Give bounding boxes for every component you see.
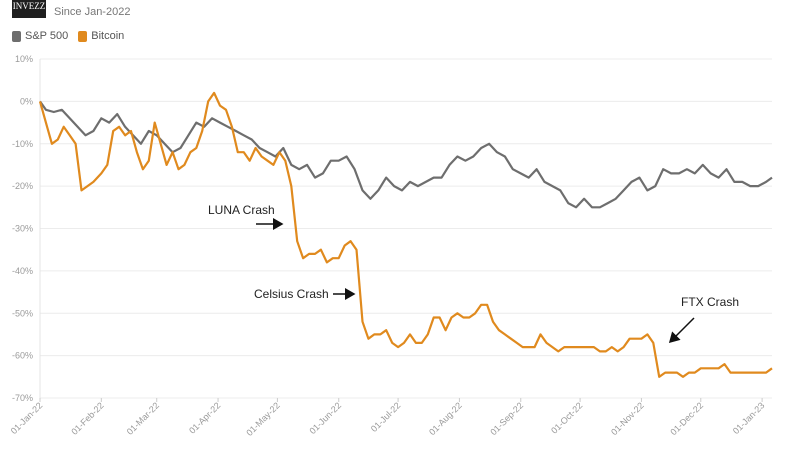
x-tick-label: 01-Dec-22 [668,400,705,437]
x-tick-label: 01-Jan-22 [9,400,45,436]
y-tick-label: -20% [12,181,33,191]
x-tick-label: 01-Apr-22 [187,400,222,435]
legend-swatch-bitcoin [78,30,88,42]
x-tick-label: 01-Nov-22 [609,400,646,437]
series-line-sp500 [39,100,773,209]
series-line-bitcoin [38,91,773,378]
arrow-ftx-crash [668,317,695,344]
x-tick-label: 01-Feb-22 [69,400,105,436]
x-tick-label: 01-Aug-22 [427,400,464,437]
x-tick-label: 01-Jun-22 [307,400,343,436]
annotations: LUNA Crash Celsius Crash FTX Crash [208,203,739,344]
gridlines [40,58,772,399]
y-tick-label: -30% [12,224,33,234]
chart-legend: S&P 500 Bitcoin [12,30,124,42]
logo-text: INVEZZ [12,1,46,11]
series-lines [38,91,773,378]
y-tick-label: 0% [20,96,33,106]
legend-swatch-sp500 [12,30,21,42]
x-tick-label: 01-Oct-22 [549,400,584,435]
y-tick-label: -60% [12,351,33,361]
y-tick-label: 10% [15,54,33,64]
x-tick-label: 01-Sep-22 [488,400,525,437]
y-tick-label: -70% [12,393,33,403]
legend-item-bitcoin[interactable]: Bitcoin [78,30,124,42]
annotation-luna-crash: LUNA Crash [208,203,275,217]
x-tick-label: 01-Mar-22 [125,400,161,436]
legend-label-sp500: S&P 500 [25,30,69,42]
axes: 10%0%-10%-20%-30%-40%-50%-60%-70%01-Jan-… [9,54,767,438]
legend-label-bitcoin: Bitcoin [91,30,125,42]
brand-logo: INVEZZ [12,0,46,18]
legend-item-sp500[interactable]: S&P 500 [12,30,68,42]
y-tick-label: -10% [12,139,33,149]
x-tick-label: 01-May-22 [244,400,281,437]
x-tick-label: 01-Jul-22 [369,400,403,434]
chart-subtitle: Since Jan-2022 [54,6,131,18]
y-tick-label: -40% [12,266,33,276]
annotation-celsius-crash: Celsius Crash [254,287,329,301]
y-tick-label: -50% [12,308,33,318]
x-tick-label: 01-Jan-23 [731,400,767,436]
annotation-ftx-crash: FTX Crash [681,295,739,309]
